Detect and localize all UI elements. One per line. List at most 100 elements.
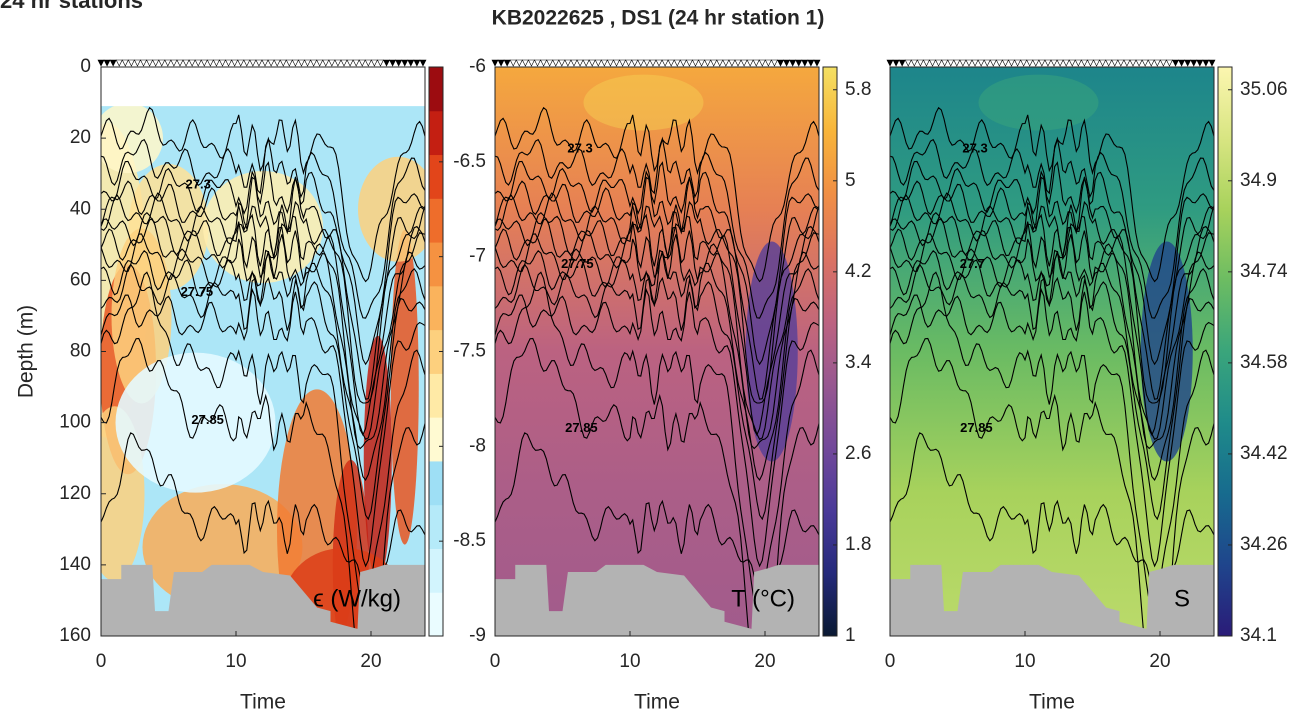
colorbar-tick-label: -8 — [469, 435, 486, 456]
station-marker — [758, 59, 766, 67]
station-marker — [783, 59, 791, 67]
station-marker — [115, 59, 123, 67]
station-marker — [1147, 59, 1155, 67]
colorbar-swatch — [429, 242, 443, 287]
station-marker — [655, 59, 663, 67]
y-tick-label: 40 — [70, 198, 91, 219]
colorbar-tick-label: -8.5 — [453, 530, 486, 551]
station-marker — [710, 59, 718, 67]
contour-label: 27.3 — [186, 177, 211, 192]
y-tick-label: 0 — [80, 56, 91, 77]
station-marker — [225, 59, 233, 67]
colorbar-swatch — [429, 592, 443, 637]
station-marker — [389, 59, 397, 67]
station-marker — [261, 59, 269, 67]
colorbar-swatch — [429, 154, 443, 199]
station-marker — [540, 59, 548, 67]
field-patch — [390, 229, 419, 545]
colorbar-tick-label: 34.42 — [1240, 443, 1288, 464]
station-marker — [722, 59, 730, 67]
station-marker — [1117, 59, 1125, 67]
station-marker — [953, 59, 961, 67]
x-tick-label: 10 — [619, 651, 640, 672]
colorbar-swatch — [429, 67, 443, 112]
y-tick-label: 60 — [70, 269, 91, 290]
field-patch — [115, 352, 276, 493]
colorbar-tick-label: -6.5 — [453, 151, 486, 172]
station-marker — [935, 59, 943, 67]
station-marker — [152, 59, 160, 67]
colorbar-tick-label: -7.5 — [453, 341, 486, 362]
station-marker — [1190, 59, 1198, 67]
station-marker — [515, 59, 523, 67]
station-marker — [892, 59, 900, 67]
station-marker — [904, 59, 912, 67]
station-marker — [576, 59, 584, 67]
station-marker — [133, 59, 141, 67]
contour-line — [101, 233, 425, 450]
contour-line — [495, 250, 819, 482]
contour-line — [890, 211, 1214, 437]
station-marker — [1172, 59, 1180, 67]
y-axis-label: Depth (m) — [15, 305, 38, 398]
station-marker — [704, 59, 712, 67]
station-marker — [698, 59, 706, 67]
station-marker — [886, 59, 894, 67]
station-marker — [716, 59, 724, 67]
contour-line — [495, 287, 819, 568]
field: 27.3 27.7 27.85 — [890, 67, 1214, 636]
station-marker — [310, 59, 318, 67]
panel: 27.3 27.7 27.85 0 10 20 Time S 34.1 34.26 34.42 34.… — [885, 59, 1288, 714]
station-marker — [279, 59, 287, 67]
station-marker — [740, 59, 748, 67]
station-marker — [231, 59, 239, 67]
contour-line — [890, 337, 1214, 636]
contour-line — [101, 250, 425, 482]
station-marker — [340, 59, 348, 67]
contour-line — [101, 106, 425, 283]
contour-line — [890, 136, 1214, 319]
station-marker — [685, 59, 693, 67]
colorbar-tick-label: 35.06 — [1240, 79, 1288, 100]
y-tick-label: 80 — [70, 341, 91, 362]
x-tick-label: 0 — [490, 651, 501, 672]
station-marker — [1062, 59, 1070, 67]
colorbar-swatch — [429, 285, 443, 331]
station-marker — [582, 59, 590, 67]
station-marker — [158, 59, 166, 67]
station-marker — [746, 59, 754, 67]
x-tick-label: 20 — [360, 651, 381, 672]
station-marker — [395, 59, 403, 67]
seafloor — [890, 564, 1214, 636]
station-marker — [1141, 59, 1149, 67]
station-marker — [613, 59, 620, 67]
field-patch — [978, 74, 1099, 131]
seafloor — [495, 564, 819, 636]
x-tick-label: 0 — [96, 651, 107, 672]
station-marker — [1099, 59, 1107, 67]
station-marker — [588, 59, 596, 67]
station-marker — [770, 59, 778, 67]
station-marker — [813, 59, 821, 67]
station-marker — [600, 59, 608, 67]
x-axis-label: Time — [1029, 691, 1075, 714]
station-marker — [552, 59, 560, 67]
station-marker — [273, 59, 281, 67]
seafloor — [101, 564, 425, 636]
panel-annotation: S — [1174, 585, 1190, 612]
station-marker — [631, 59, 639, 67]
station-marker — [297, 59, 305, 67]
station-marker — [346, 59, 354, 67]
station-marker — [910, 59, 918, 67]
station-marker — [249, 59, 257, 67]
station-marker — [971, 59, 979, 67]
station-marker — [679, 59, 687, 67]
contour-line — [101, 337, 425, 636]
station-marker — [916, 59, 924, 67]
station-marker — [170, 59, 178, 67]
contour-line — [495, 211, 819, 437]
station-marker — [1074, 59, 1082, 67]
station-marker — [200, 59, 208, 67]
